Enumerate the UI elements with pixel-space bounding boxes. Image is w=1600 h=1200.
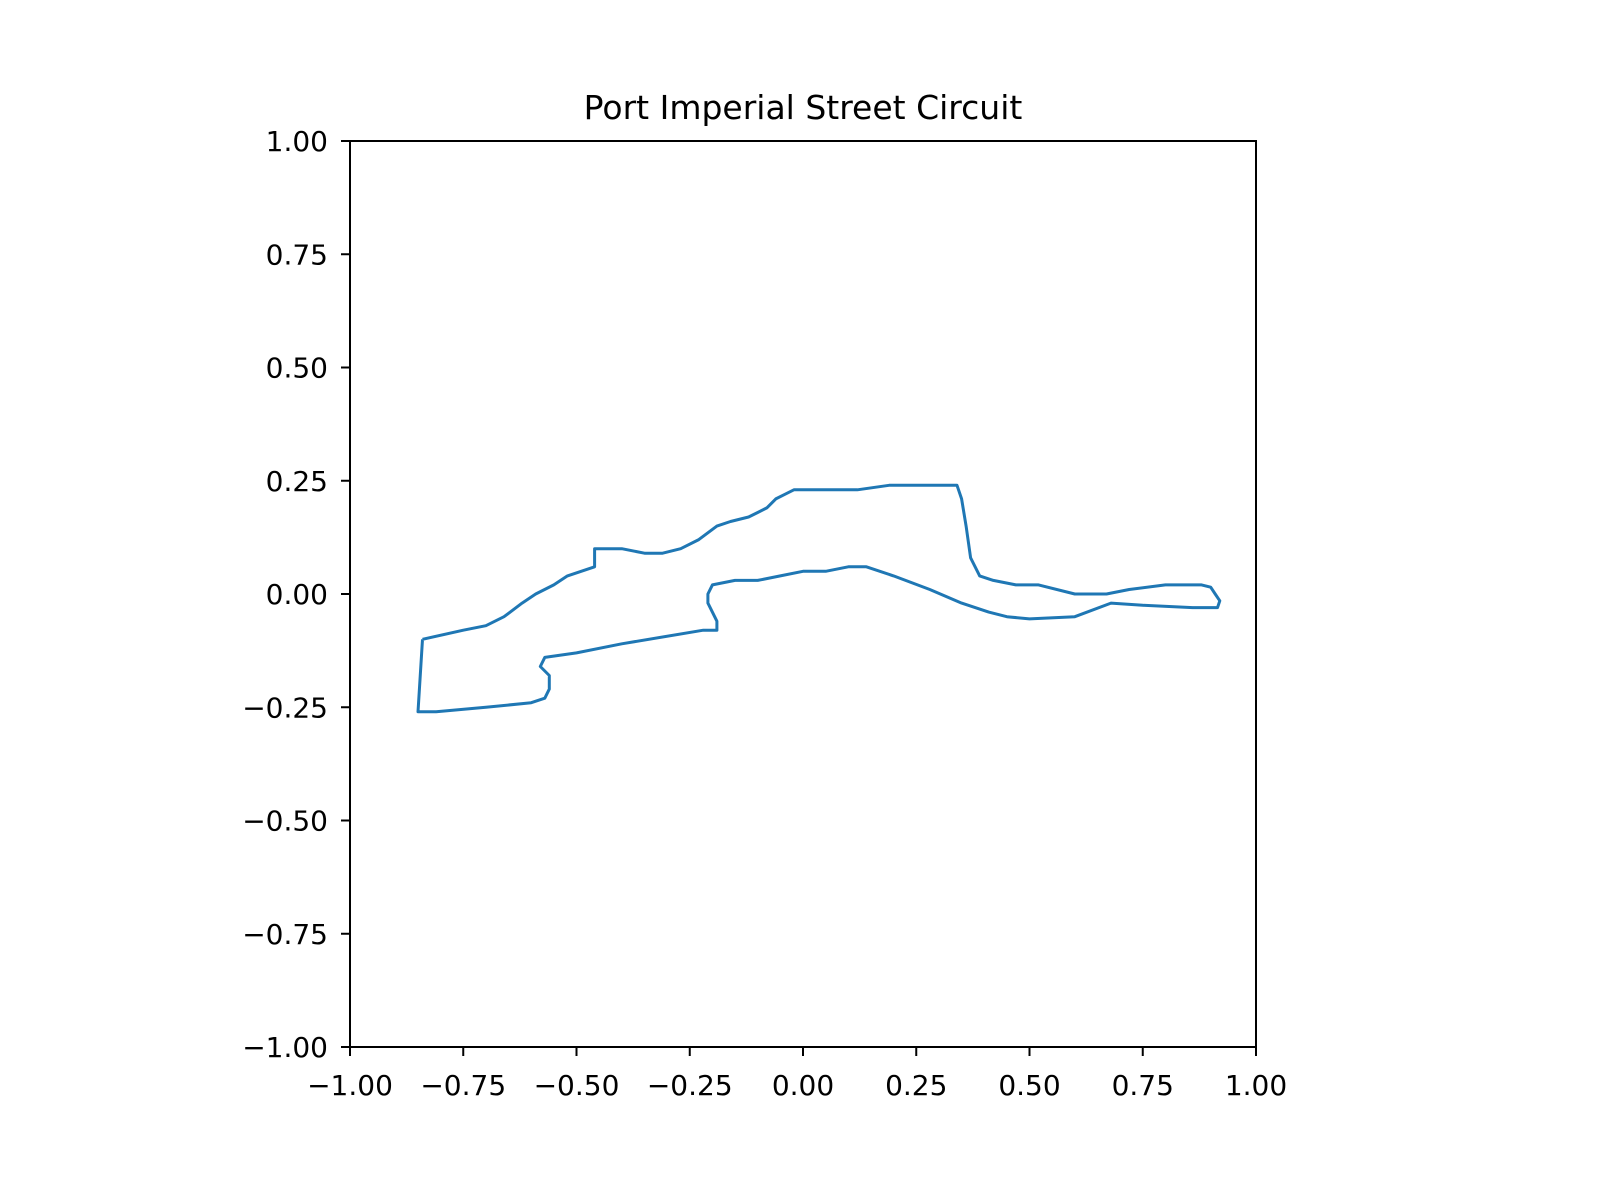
y-tick-label: 0.75 xyxy=(266,238,328,271)
x-tick-label: −1.00 xyxy=(307,1069,393,1102)
x-axis-ticks: −1.00 −0.75 −0.50 −0.25 0.00 0.25 0.50 0.75 1.00 xyxy=(307,1047,1287,1102)
x-tick-label: −0.75 xyxy=(420,1069,506,1102)
y-tick-label: −0.75 xyxy=(242,918,328,951)
x-tick-label: −0.25 xyxy=(647,1069,733,1102)
y-tick-label: −0.25 xyxy=(242,691,328,724)
y-tick-label: −0.50 xyxy=(242,805,328,838)
x-tick-label: 0.50 xyxy=(998,1069,1060,1102)
y-tick-label: −1.00 xyxy=(242,1031,328,1064)
x-tick-label: −0.50 xyxy=(534,1069,620,1102)
x-tick-label: 0.00 xyxy=(772,1069,834,1102)
y-tick-label: 1.00 xyxy=(266,125,328,158)
y-tick-label: 0.00 xyxy=(266,578,328,611)
x-tick-label: 0.75 xyxy=(1112,1069,1174,1102)
y-tick-label: 0.50 xyxy=(266,352,328,385)
circuit-line xyxy=(416,483,1222,714)
x-tick-label: 1.00 xyxy=(1225,1069,1287,1102)
y-tick-label: 0.25 xyxy=(266,465,328,498)
x-tick-label: 0.25 xyxy=(885,1069,947,1102)
chart-title: Port Imperial Street Circuit xyxy=(584,88,1023,127)
y-axis-ticks: 1.00 0.75 0.50 0.25 0.00 −0.25 −0.50 −0.75 −1.00 xyxy=(242,125,350,1064)
plot-frame xyxy=(349,140,1257,1048)
